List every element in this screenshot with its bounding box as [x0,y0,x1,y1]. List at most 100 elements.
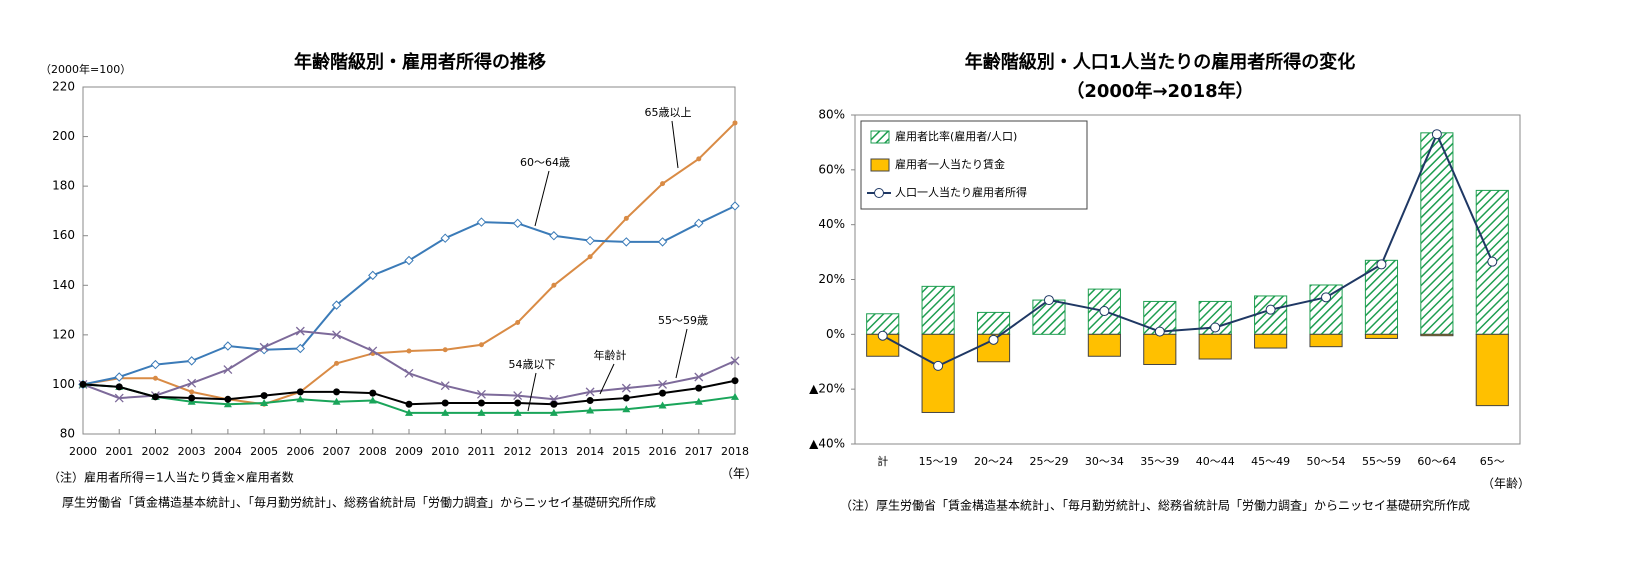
chart-title: 年齢階級別・人口1人当たりの雇用者所得の変化 [965,51,1356,73]
x-tick-label: 2006 [286,445,314,458]
leader-line [527,372,537,412]
series-line [82,205,736,386]
bar [921,333,955,413]
marker [332,397,341,405]
marker [515,319,521,325]
marker [478,342,484,348]
marker [115,383,123,391]
marker [513,408,522,416]
bar [1364,259,1399,335]
marker [406,348,412,354]
marker [114,393,124,403]
x-tick-label: 2003 [178,445,206,458]
x-tick-label: 35～39 [1140,455,1179,468]
marker [658,401,667,409]
x-tick-label: 25～29 [1029,455,1068,468]
marker [694,218,704,229]
leader-line [671,120,679,169]
y-tick-label: 220 [52,80,75,94]
marker [440,233,450,243]
marker [659,389,667,397]
x-tick-label: 2009 [395,445,423,458]
marker [551,282,557,288]
marker [696,156,702,162]
x-tick-label: 2018 [721,445,749,458]
marker [260,392,268,400]
marker [189,389,195,395]
legend-label: 雇用者比率(雇用者/人口) [895,129,1017,143]
bar [1364,333,1399,339]
y-tick-label: ▲40% [809,437,845,451]
marker [694,397,703,405]
x-tick-label: 55～59 [1362,455,1401,468]
marker [404,368,414,378]
marker [223,341,233,351]
marker [114,372,124,382]
x-tick-label: 2014 [576,445,604,458]
marker [223,400,232,408]
marker [442,347,448,353]
x-tick-label: 2012 [504,445,532,458]
marker [1154,326,1165,337]
bar [1032,299,1066,335]
marker [259,342,269,352]
y-tick-label: 120 [52,327,75,341]
series-label: 60～64歳 [520,156,570,169]
chart-title: 年齢階級別・雇用者所得の推移 [294,51,546,73]
marker [1376,259,1387,270]
x-tick-label: 2007 [323,445,351,458]
marker [79,380,87,388]
marker [477,399,485,407]
source: 厚生労働省「賃金構造基本統計」、「毎月勤労統計」、総務省統計局「労働力調査」から… [62,495,656,510]
marker [585,235,595,246]
x-tick-label: 2011 [467,445,495,458]
legend-swatch [870,130,890,144]
marker [512,218,523,229]
marker [188,394,196,402]
marker [334,360,340,366]
marker [369,389,377,397]
x-tick-label: 2017 [685,445,713,458]
y-tick-label: 60% [818,162,845,176]
y-tick-label: 160 [52,228,75,242]
marker [260,399,269,407]
marker [476,389,486,399]
marker [1487,256,1498,267]
y-tick-label: 200 [52,129,75,143]
leader-line [534,170,550,227]
legend-label: 人口一人当たり雇用者所得 [895,185,1027,199]
x-tick-label: 15～19 [919,455,958,468]
y-tick-label: 0% [826,327,845,341]
bar [1254,333,1288,349]
marker [587,254,593,260]
y-tick-label: 40% [818,217,845,231]
marker [224,395,232,403]
marker [622,394,630,402]
marker [586,397,594,405]
x-tick-label: 50～54 [1307,455,1346,468]
marker [514,399,522,407]
marker [152,375,158,381]
legend-swatch [870,158,890,172]
y-tick-label: 80 [60,427,75,441]
marker [151,393,159,401]
marker [368,396,377,404]
legend-box [860,120,1088,210]
bar [1254,295,1288,335]
marker [694,372,704,382]
x-tick-label: 2001 [105,445,133,458]
marker [150,359,161,370]
marker [441,399,449,407]
marker [405,408,413,416]
marker [621,237,632,247]
series-label: 55～59歳 [658,314,708,327]
chart-subtitle: （2000年→2018年） [1066,80,1253,102]
marker [695,384,703,392]
marker [1099,306,1110,317]
x-tick-label: 2008 [359,445,387,458]
bar [1309,333,1343,348]
y-tick-label: 80% [818,108,845,122]
bar [1420,333,1454,337]
series-label: 54歳以下 [509,358,556,371]
